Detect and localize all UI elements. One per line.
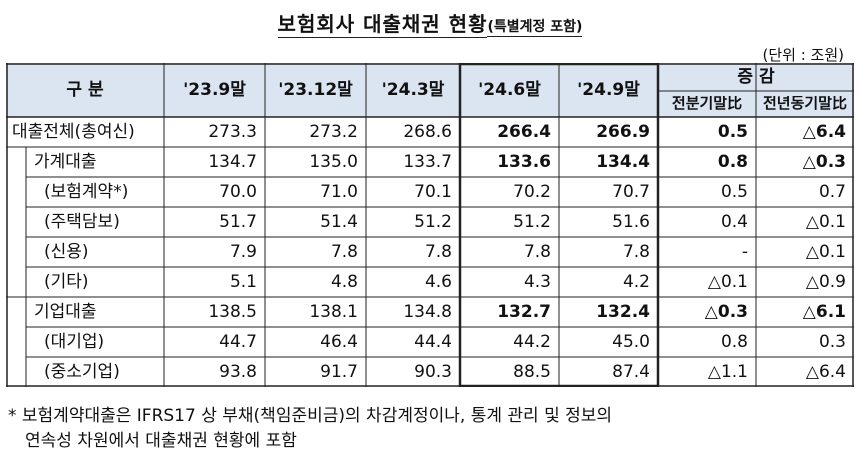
row-label: (신용)	[44, 242, 89, 262]
value-cell: 44.7	[219, 332, 257, 352]
row-label: (기타)	[44, 272, 89, 292]
document-title: 보험회사 대출채권 현황(특별계정 포함)	[0, 8, 860, 38]
row-label: (보험계약*)	[44, 182, 129, 202]
value-cell: 4.3	[523, 272, 551, 292]
value-cell: 7.8	[523, 242, 551, 262]
value-cell: 135.0	[309, 152, 358, 172]
value-cell: 266.9	[596, 122, 650, 142]
value-cell: 70.0	[219, 182, 257, 202]
change-cell: △0.1	[707, 272, 748, 292]
row-label: (중소기업)	[44, 362, 120, 382]
row-label: (대기업)	[44, 332, 105, 352]
change-cell: △6.4	[802, 122, 846, 142]
value-cell: 132.7	[497, 302, 551, 322]
value-cell: 70.1	[414, 182, 452, 202]
value-cell: 133.7	[403, 152, 452, 172]
value-cell: 93.8	[219, 362, 257, 382]
header-period: '23.12말	[278, 80, 353, 100]
footnote-line-1: * 보험계약대출은 IFRS17 상 부채(책임준비금)의 차감계정이나, 통계…	[8, 406, 613, 426]
row-label: 가계대출	[34, 152, 97, 172]
change-cell: 0.8	[720, 332, 748, 352]
change-cell: 0.7	[818, 182, 846, 202]
value-cell: 91.7	[320, 362, 358, 382]
change-cell: △0.3	[704, 302, 748, 322]
row-label: 대출전체(총여신)	[12, 122, 135, 142]
value-cell: 51.2	[414, 212, 452, 232]
change-cell: △0.1	[805, 242, 846, 262]
value-cell: 90.3	[414, 362, 452, 382]
change-cell: △1.1	[707, 362, 748, 382]
table-grid	[6, 63, 854, 387]
footnote: * 보험계약대출은 IFRS17 상 부채(책임준비금)의 차감계정이나, 통계…	[8, 404, 854, 454]
change-cell: △6.1	[802, 302, 846, 322]
value-cell: 71.0	[320, 182, 358, 202]
value-cell: 134.7	[208, 152, 257, 172]
footnote-line-2: 연속성 차원에서 대출채권 현황에 포함	[25, 431, 297, 451]
value-cell: 46.4	[320, 332, 358, 352]
change-cell: △6.4	[805, 362, 846, 382]
value-cell: 4.2	[622, 272, 650, 292]
value-cell: 138.5	[208, 302, 257, 322]
value-cell: 268.6	[403, 122, 452, 142]
change-cell: 0.3	[818, 332, 846, 352]
header-category: 구 분	[66, 80, 104, 100]
header-period: '24.9말	[577, 80, 640, 100]
value-cell: 7.8	[424, 242, 452, 262]
value-cell: 134.4	[596, 152, 650, 172]
header-period: '24.3말	[381, 80, 445, 100]
value-cell: 45.0	[612, 332, 650, 352]
title-sub: (특별계정 포함)	[487, 19, 583, 37]
row-label: 기업대출	[34, 302, 97, 322]
value-cell: 138.1	[309, 302, 358, 322]
header-background	[6, 63, 854, 117]
value-cell: 273.3	[208, 122, 257, 142]
value-cell: 7.8	[622, 242, 650, 262]
value-cell: 266.4	[497, 122, 551, 142]
value-cell: 87.4	[612, 362, 650, 382]
value-cell: 132.4	[596, 302, 650, 322]
value-cell: 44.2	[513, 332, 551, 352]
value-cell: 88.5	[513, 362, 551, 382]
header-change-group: 증 감	[737, 67, 775, 87]
change-cell: 0.5	[720, 182, 748, 202]
unit-label: (단위 : 조원)	[762, 46, 845, 64]
change-cell: 0.4	[720, 212, 748, 232]
change-cell: △0.1	[805, 212, 846, 232]
value-cell: 51.6	[612, 212, 650, 232]
value-cell: 51.7	[219, 212, 257, 232]
header-period: '23.9말	[183, 80, 246, 100]
recent-periods-highlight-box	[458, 63, 660, 387]
change-cell: △0.9	[805, 272, 846, 292]
value-cell: 4.8	[330, 272, 358, 292]
value-cell: 70.2	[513, 182, 551, 202]
value-cell: 44.4	[414, 332, 452, 352]
title-main: 보험회사 대출채권 현황	[277, 12, 488, 38]
value-cell: 51.2	[513, 212, 551, 232]
value-cell: 4.6	[424, 272, 452, 292]
change-cell: △0.3	[802, 152, 846, 172]
change-cell: 0.5	[717, 122, 748, 142]
value-cell: 7.8	[330, 242, 358, 262]
value-cell: 7.9	[229, 242, 257, 262]
value-cell: 133.6	[497, 152, 551, 172]
header-change-col: 전년동기말比	[762, 96, 847, 111]
change-cell: -	[741, 242, 748, 262]
value-cell: 134.8	[403, 302, 452, 322]
value-cell: 51.4	[320, 212, 358, 232]
value-cell: 5.1	[229, 272, 257, 292]
value-cell: 273.2	[309, 122, 358, 142]
row-label: (주택담보)	[44, 212, 120, 232]
value-cell: 70.7	[612, 182, 650, 202]
header-period: '24.6말	[478, 80, 541, 100]
change-cell: 0.8	[717, 152, 748, 172]
header-change-col: 전분기말比	[671, 96, 743, 111]
